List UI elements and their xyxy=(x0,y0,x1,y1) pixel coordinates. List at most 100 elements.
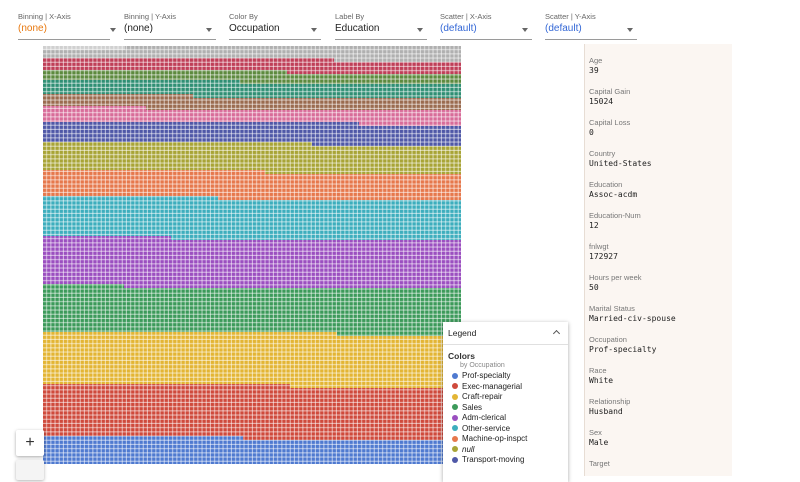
legend-item[interactable]: Adm-clerical xyxy=(452,413,568,424)
detail-value: 15024 xyxy=(589,97,614,106)
detail-key: Sex xyxy=(589,428,602,437)
detail-row: fnlwgt 172927 xyxy=(589,230,733,261)
scatter-x-value: (default) xyxy=(440,23,477,34)
binning-y-dropdown[interactable]: Binning | Y-Axis (none) xyxy=(124,12,216,44)
zoom-out-button[interactable] xyxy=(16,460,44,480)
detail-row: Capital Gain 15024 xyxy=(589,75,733,106)
binning-x-underline xyxy=(18,39,110,40)
legend-item-label: Adm-clerical xyxy=(462,413,507,422)
binning-x-dropdown[interactable]: Binning | X-Axis (none) xyxy=(18,12,116,44)
details-list: Age 39 Capital Gain 15024 Capital Loss 0 Count… xyxy=(585,44,733,476)
datapoint-texture xyxy=(43,46,461,464)
legend-item-label: Exec-managerial xyxy=(462,381,523,391)
legend-panel: Legend Colors by Occupation Prof-special… xyxy=(443,322,568,482)
detail-key: Race xyxy=(589,366,607,375)
scatter-x-dropdown[interactable]: Scatter | X-Axis (default) xyxy=(440,12,532,44)
scatter-x-label: Scatter | X-Axis xyxy=(440,12,492,21)
legend-color-dot xyxy=(452,404,458,410)
legend-item[interactable]: Other-service xyxy=(452,424,568,435)
label-by-label: Label By xyxy=(335,12,365,21)
legend-item[interactable]: Exec-managerial xyxy=(452,382,568,393)
scatter-y-underline xyxy=(545,39,637,40)
chevron-down-icon xyxy=(206,28,212,32)
zoom-in-button[interactable]: + xyxy=(16,430,44,456)
chevron-down-icon xyxy=(417,28,423,32)
chevron-down-icon xyxy=(627,28,633,32)
detail-row: Target xyxy=(589,447,733,476)
detail-value: Assoc-acdm xyxy=(589,190,638,199)
detail-row: Marital Status Married-civ-spouse xyxy=(589,292,733,323)
legend-item[interactable]: null xyxy=(452,445,568,456)
detail-key: Target xyxy=(589,459,610,468)
chevron-down-icon xyxy=(311,28,317,32)
detail-key: Education-Num xyxy=(589,211,641,220)
chevron-down-icon xyxy=(110,28,116,32)
legend-item[interactable]: Prof-specialty xyxy=(452,371,568,382)
label-by-dropdown[interactable]: Label By Education xyxy=(335,12,427,44)
color-by-label: Color By xyxy=(229,12,258,21)
detail-value: White xyxy=(589,376,614,385)
binning-y-underline xyxy=(124,39,216,40)
label-by-value: Education xyxy=(335,23,380,34)
binning-x-label: Binning | X-Axis xyxy=(18,12,71,21)
legend-color-dot xyxy=(452,435,458,442)
legend-title: Colors xyxy=(448,351,475,361)
color-by-value: Occupation xyxy=(229,23,280,34)
detail-row: Sex Male xyxy=(589,416,733,447)
detail-key: Occupation xyxy=(589,335,627,344)
legend-item-label: Craft-repair xyxy=(462,392,503,401)
scatter-y-value: (default) xyxy=(545,23,582,34)
legend-item[interactable]: Transport-moving xyxy=(452,455,568,466)
legend-header[interactable]: Legend xyxy=(443,322,568,345)
legend-item-label: null xyxy=(462,444,475,454)
plus-icon: + xyxy=(25,434,35,451)
detail-value: 50 xyxy=(589,283,599,292)
legend-subtitle: by Occupation xyxy=(460,362,505,369)
scatter-x-underline xyxy=(440,39,532,40)
chevron-up-icon[interactable] xyxy=(552,329,561,338)
detail-key: Education xyxy=(589,180,623,189)
facets-canvas[interactable] xyxy=(10,44,584,476)
detail-value: Prof-specialty xyxy=(589,345,657,354)
detail-value: Married-civ-spouse xyxy=(589,314,676,323)
detail-value: Husband xyxy=(589,407,623,416)
detail-value: Male xyxy=(589,438,609,447)
color-by-underline xyxy=(229,39,321,40)
detail-value: 0 xyxy=(589,128,594,137)
datapoint-grid[interactable] xyxy=(43,46,461,464)
legend-item-label: Transport-moving xyxy=(462,455,525,464)
detail-row: Education Assoc-acdm xyxy=(589,168,733,199)
detail-row: Occupation Prof-specialty xyxy=(589,323,733,354)
legend-color-dot xyxy=(452,393,458,400)
legend-item-label: Sales xyxy=(462,402,483,412)
detail-row: Relationship Husband xyxy=(589,385,733,416)
legend-color-dot xyxy=(452,383,458,389)
binning-y-value: (none) xyxy=(124,23,153,34)
detail-key: Hours per week xyxy=(589,273,642,282)
detail-key: Capital Loss xyxy=(589,118,631,127)
detail-key: Capital Gain xyxy=(589,87,631,96)
right-gutter xyxy=(732,0,800,476)
details-panel: Age 39 Capital Gain 15024 Capital Loss 0 Count… xyxy=(584,44,733,476)
scatter-y-dropdown[interactable]: Scatter | Y-Axis (default) xyxy=(545,12,637,44)
chevron-down-icon xyxy=(522,28,528,32)
legend-item-label: Other-service xyxy=(462,423,511,433)
legend-item[interactable]: Craft-repair xyxy=(452,392,568,403)
detail-row: Education-Num 12 xyxy=(589,199,733,230)
legend-color-dot xyxy=(452,372,458,379)
detail-row: Capital Loss 0 xyxy=(589,106,733,137)
detail-key: Marital Status xyxy=(589,304,635,313)
detail-key: Country xyxy=(589,149,616,158)
detail-value: 12 xyxy=(589,221,599,230)
legend-color-dot xyxy=(452,446,458,452)
legend-item[interactable]: Sales xyxy=(452,403,568,414)
legend-color-dot xyxy=(452,425,458,431)
detail-key: fnlwgt xyxy=(589,242,609,251)
legend-header-label: Legend xyxy=(448,328,477,338)
legend-list: Prof-specialty Exec-managerial Craft-repai… xyxy=(443,371,568,466)
legend-item-label: Machine-op-inspct xyxy=(462,434,528,443)
legend-color-dot xyxy=(452,414,458,421)
binning-y-label: Binning | Y-Axis xyxy=(124,12,176,21)
legend-item[interactable]: Machine-op-inspct xyxy=(452,434,568,445)
color-by-dropdown[interactable]: Color By Occupation xyxy=(229,12,321,44)
